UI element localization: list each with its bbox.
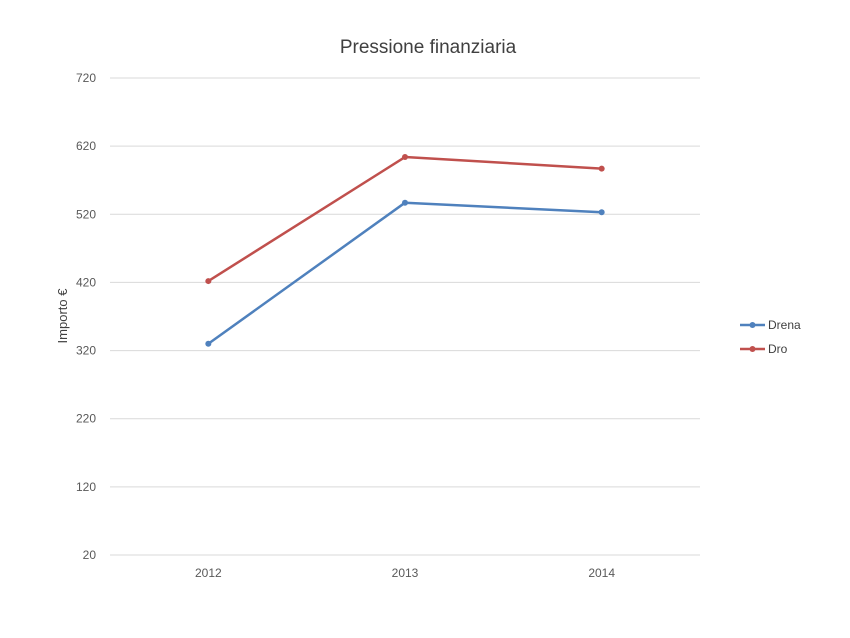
series-line xyxy=(207,201,602,345)
y-tick-label: 520 xyxy=(76,207,96,221)
y-tick-label: 320 xyxy=(76,344,96,358)
x-tick-label: 2014 xyxy=(588,566,615,580)
legend-marker xyxy=(749,346,756,352)
y-axis-tick-labels: 20 120 220 320 420 520 620 720 xyxy=(76,71,96,562)
y-tick-label: 220 xyxy=(76,412,96,426)
data-point xyxy=(402,199,408,206)
series-lines xyxy=(205,154,605,347)
x-axis-tick-labels: 2012 2013 2014 xyxy=(195,566,615,580)
legend-item: Drena xyxy=(740,318,801,332)
x-tick-label: 2013 xyxy=(392,566,419,580)
legend-label: Dro xyxy=(768,342,788,356)
legend-label: Drena xyxy=(768,318,801,332)
x-tick-label: 2012 xyxy=(195,566,222,580)
gridlines xyxy=(110,77,700,556)
data-point xyxy=(205,340,212,347)
series-line xyxy=(207,155,602,283)
legend: Drena Dro xyxy=(740,318,801,356)
data-point xyxy=(598,209,605,216)
y-tick-label: 720 xyxy=(76,71,96,85)
y-tick-label: 420 xyxy=(76,275,96,289)
y-axis-title: Importo € xyxy=(55,288,70,344)
y-tick-label: 620 xyxy=(76,139,96,153)
legend-marker xyxy=(749,322,756,328)
series-dro xyxy=(205,154,605,285)
y-tick-label: 20 xyxy=(83,548,97,562)
chart-title: Pressione finanziaria xyxy=(340,37,517,58)
data-point xyxy=(402,154,408,161)
legend-item: Dro xyxy=(740,342,788,356)
data-point xyxy=(205,278,212,285)
series-drena xyxy=(205,199,605,347)
data-point xyxy=(598,165,605,172)
y-tick-label: 120 xyxy=(76,480,96,494)
